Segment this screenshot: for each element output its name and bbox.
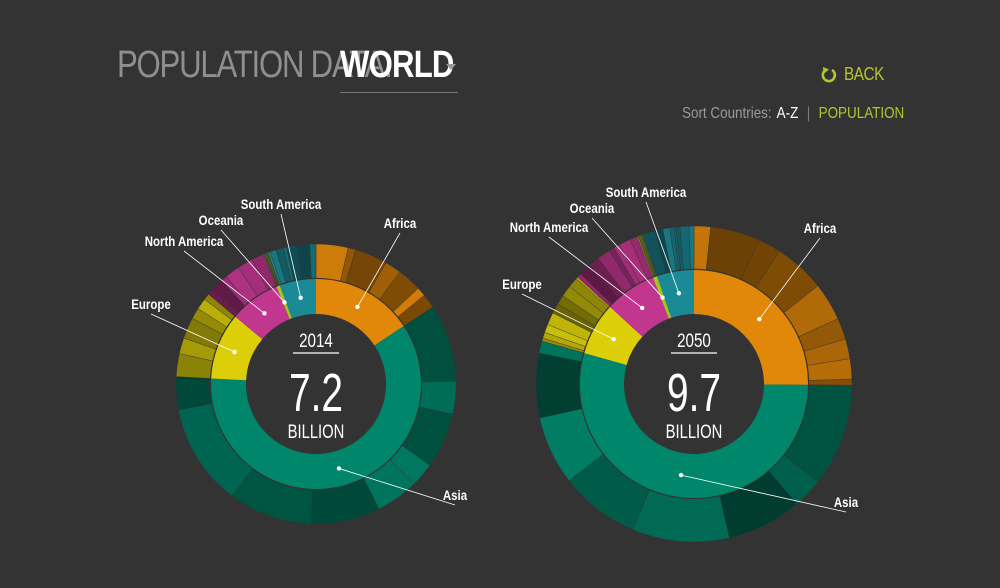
sort-divider: |	[806, 105, 811, 122]
leader-line-oceania	[220, 229, 285, 303]
region-value[interactable]: WORLD	[340, 44, 454, 86]
title-prefix: POPULATION DATA:	[117, 44, 393, 86]
refresh-icon[interactable]	[820, 66, 838, 84]
region-label-africa: Africa	[384, 216, 417, 231]
sort-controls: Sort Countries: A-Z | POPULATION	[682, 105, 904, 123]
leader-dot-north-america	[640, 305, 645, 311]
region-label-europe: Europe	[502, 277, 542, 292]
back-button[interactable]: BACK	[820, 64, 891, 85]
inner-slice-asia[interactable]	[580, 353, 808, 498]
leader-dot-oceania	[282, 300, 287, 305]
leader-dot-europe	[232, 349, 237, 355]
inner-slice-africa[interactable]	[694, 270, 808, 385]
center-total: 9.7	[667, 362, 721, 423]
center-total: 7.2	[289, 362, 343, 423]
leader-line-south-america	[645, 201, 680, 294]
region-label-south-america: South America	[241, 197, 322, 212]
sort-az-option[interactable]: A-Z	[776, 105, 799, 122]
leader-dot-africa	[355, 304, 360, 310]
inner-slice-asia[interactable]	[211, 326, 421, 489]
leader-dot-oceania	[660, 295, 665, 300]
region-dropdown[interactable]: WORLD	[340, 44, 458, 93]
sort-population-option[interactable]: POPULATION	[818, 105, 905, 122]
outer-segment-asia[interactable]	[535, 352, 582, 419]
leader-line-south-america	[280, 213, 302, 298]
region-label-europe: Europe	[131, 297, 171, 312]
region-label-north-america: North America	[510, 220, 590, 235]
region-label-oceania: Oceania	[199, 213, 245, 228]
leader-line-africa	[357, 232, 401, 308]
region-label-north-america: North America	[145, 234, 225, 249]
leader-line-africa	[758, 237, 821, 320]
region-label-africa: Africa	[804, 221, 837, 236]
inner-slice-south-america[interactable]	[279, 279, 316, 319]
leader-line-europe	[150, 313, 235, 353]
sort-label: Sort Countries:	[682, 105, 772, 122]
region-label-asia: Asia	[443, 488, 468, 503]
inner-slice-africa[interactable]	[316, 279, 404, 346]
leader-dot-north-america	[262, 311, 267, 316]
region-label-south-america: South America	[606, 185, 687, 200]
leader-line-asia	[338, 468, 456, 506]
outer-segment-asia[interactable]	[632, 489, 730, 543]
inner-slice-south-america[interactable]	[657, 270, 694, 318]
inner-slice-europe[interactable]	[211, 316, 263, 381]
sunburst-chart-2014: Africa Asia Europe North America OceaniaSout…	[131, 197, 468, 525]
leader-dot-south-america	[298, 295, 303, 301]
leader-dot-south-america	[676, 291, 682, 296]
leader-line-oceania	[591, 217, 663, 298]
leader-line-europe	[521, 293, 614, 340]
center-year: 2050	[677, 329, 711, 351]
page-title: POPULATION DATA:	[117, 44, 452, 87]
inner-slice-europe[interactable]	[584, 306, 643, 366]
sunburst-chart-2050: Africa Asia Europe North America OceaniaSout…	[502, 185, 859, 543]
inner-slice-north-america[interactable]	[610, 277, 669, 337]
leader-dot-europe	[611, 336, 616, 342]
chevron-down-icon[interactable]	[446, 64, 456, 70]
leader-dot-asia	[678, 472, 684, 478]
outer-segment-south-america[interactable]	[688, 225, 695, 270]
leader-dot-africa	[757, 317, 762, 322]
outer-segment-south-america[interactable]	[309, 243, 317, 279]
region-label-asia: Asia	[834, 495, 859, 510]
back-label[interactable]: BACK	[844, 64, 884, 84]
leader-line-north-america	[183, 250, 265, 314]
leader-line-north-america	[548, 236, 643, 309]
region-label-oceania: Oceania	[570, 201, 616, 216]
center-unit: BILLION	[288, 421, 345, 442]
center-unit: BILLION	[666, 421, 723, 442]
center-year: 2014	[299, 329, 333, 351]
leader-line-asia	[680, 474, 847, 513]
leader-dot-asia	[336, 466, 342, 471]
